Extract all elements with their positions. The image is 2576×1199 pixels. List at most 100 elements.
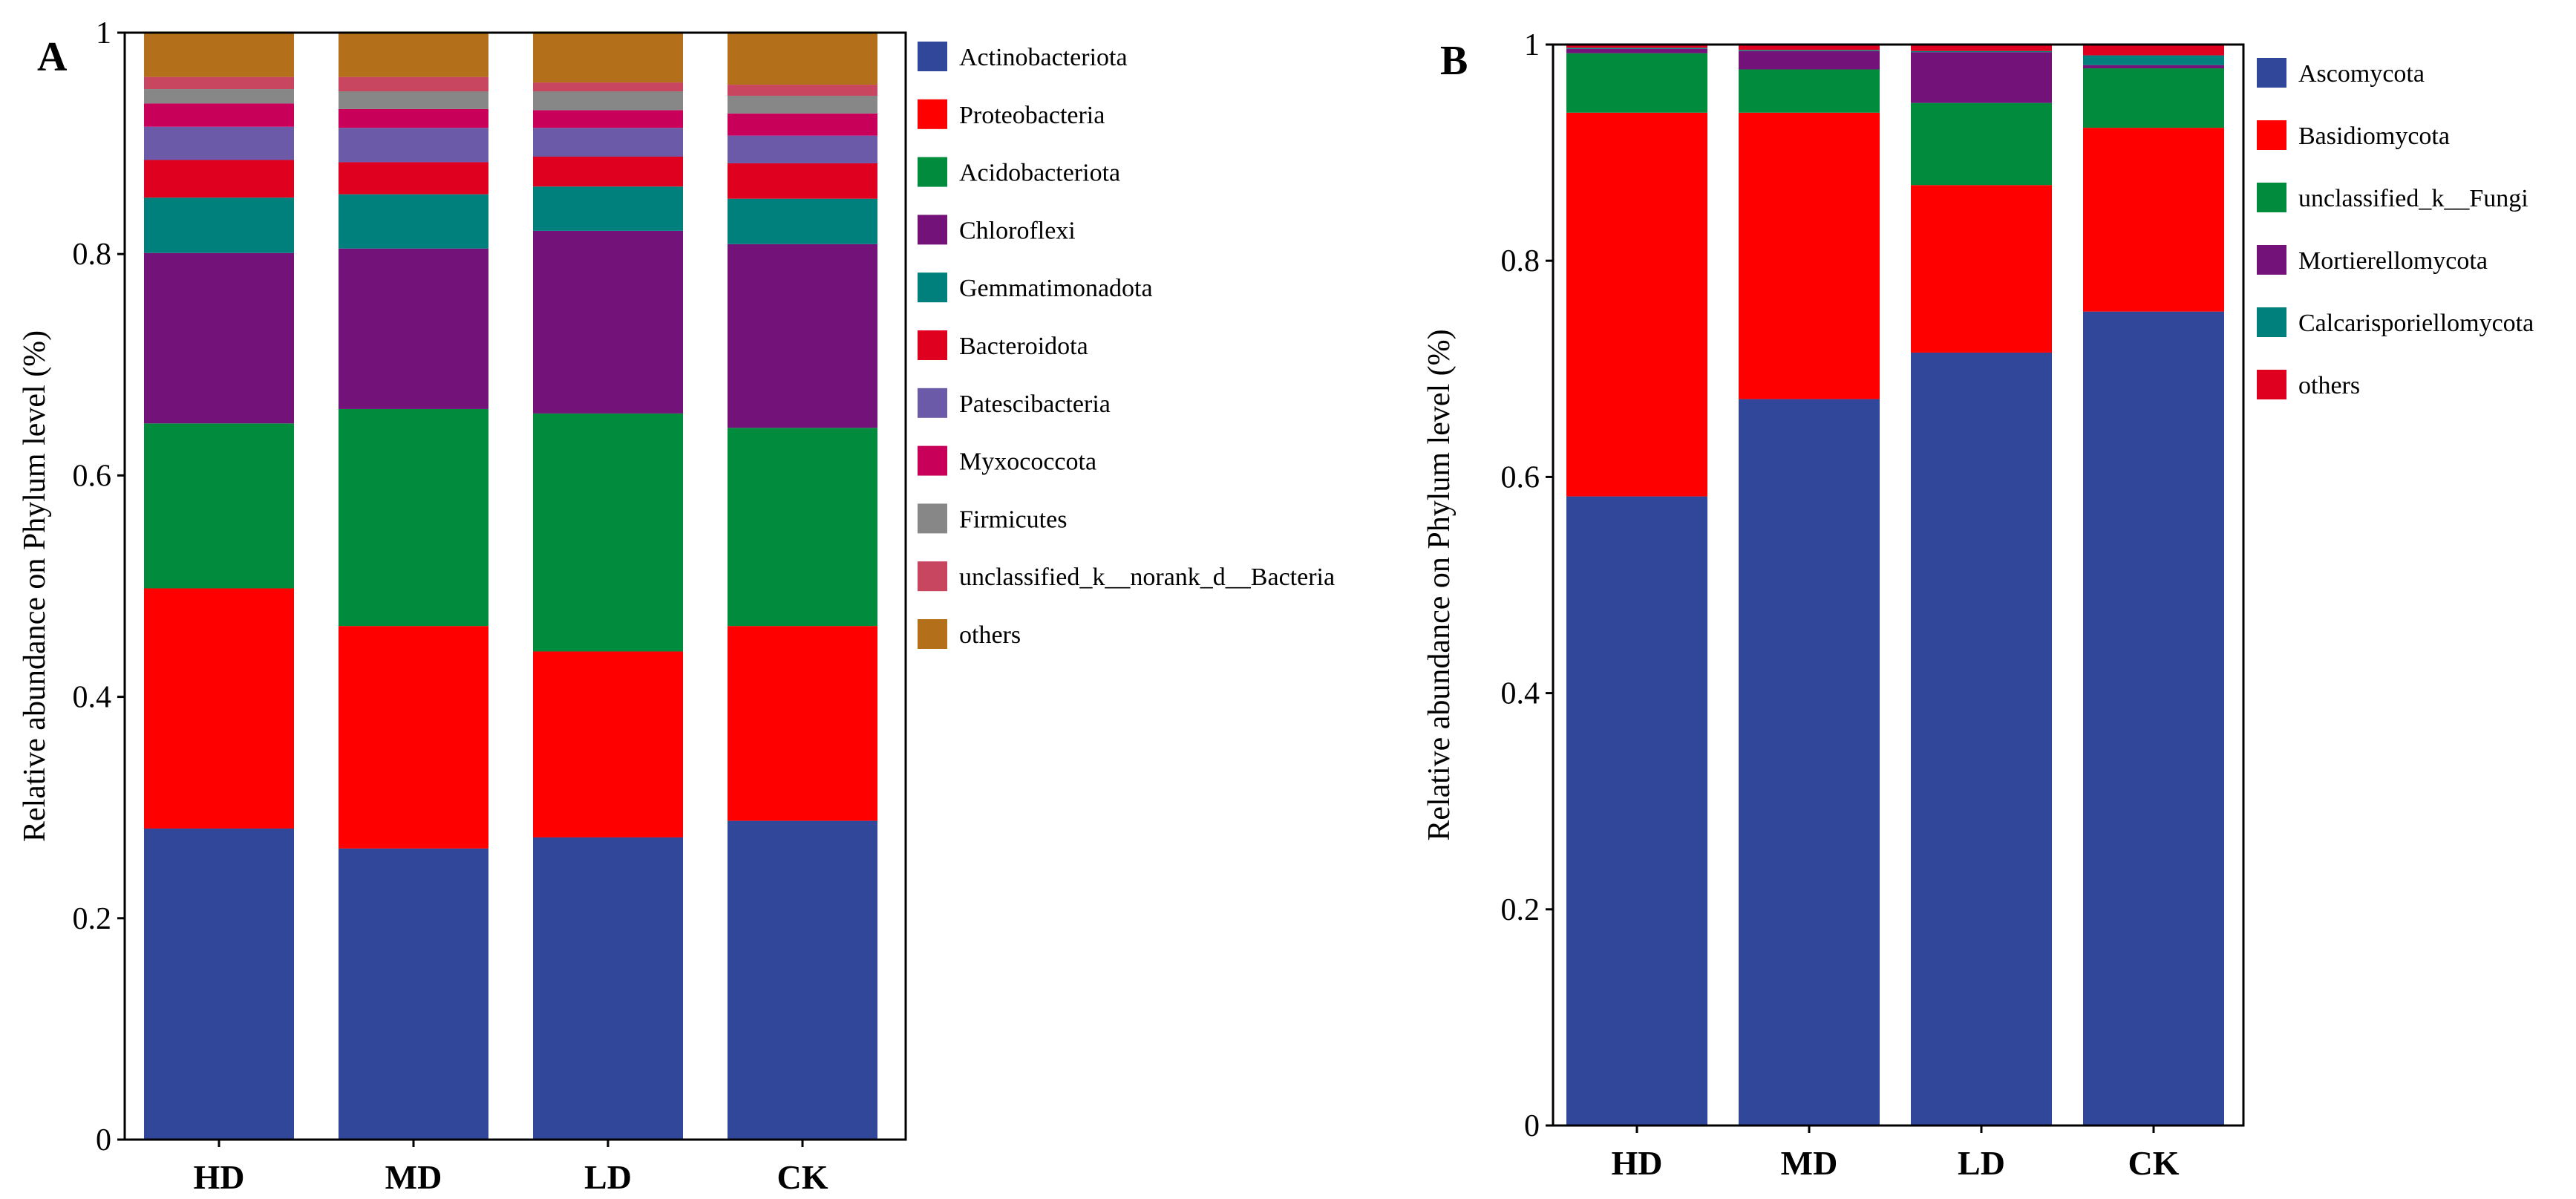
bar-segment-md-8 (339, 108, 488, 128)
bar-segment-hd-8 (144, 103, 294, 127)
bar-segment-ld-10 (533, 82, 683, 92)
bar-segment-ck-7 (728, 135, 877, 163)
y-tick-label: 0.2 (73, 902, 112, 936)
bar-segment-ck-4 (728, 244, 877, 428)
legend-label: Gemmatimonadota (959, 275, 1153, 302)
x-tick-label-ld: LD (584, 1158, 632, 1196)
legend-swatch (918, 42, 947, 71)
bar-segment-ck-1 (728, 820, 877, 1140)
bar-segment-ld-5 (1911, 50, 2052, 53)
bar-segment-hd-4 (144, 252, 294, 424)
legend-swatch (918, 272, 947, 303)
y-tick-label: 0 (96, 1123, 111, 1157)
y-tick-label: 0.8 (73, 238, 112, 272)
x-tick-label-ck: CK (2128, 1144, 2180, 1182)
bar-segment-ld-6 (533, 156, 683, 187)
y-tick-label: 0.4 (1501, 677, 1540, 711)
legend-swatch (2257, 120, 2286, 150)
bar-segment-ld-1 (1911, 352, 2052, 1126)
legend-label: Myxococcota (959, 448, 1096, 476)
legend-swatch (2257, 370, 2286, 399)
legend-label: Calcarisporiellomycota (2298, 310, 2534, 337)
bar-segment-md-3 (1739, 69, 1880, 113)
bar-segment-ck-6 (2083, 45, 2224, 56)
bar-segment-hd-6 (144, 160, 294, 198)
legend-label: Firmicutes (959, 506, 1067, 533)
bar-segment-ck-5 (2083, 55, 2224, 65)
y-axis-title: Relative abundance on Phylum level (%) (18, 330, 52, 842)
bar-segment-md-6 (1739, 45, 1880, 50)
bar-segment-ld-3 (533, 413, 683, 652)
y-tick-label: 1 (1524, 28, 1540, 62)
legend-swatch (2257, 307, 2286, 337)
bar-segment-ck-2 (728, 626, 877, 821)
y-tick-label: 0.6 (73, 459, 112, 493)
y-axis-title: Relative abundance on Phylum level (%) (1422, 329, 1457, 840)
bar-segment-ld-6 (1911, 45, 2052, 51)
legend-label: others (2298, 372, 2360, 399)
legend-swatch (918, 619, 947, 649)
bar-segment-hd-4 (1566, 48, 1707, 53)
bar-segment-ld-4 (533, 230, 683, 414)
legend-swatch (2257, 183, 2286, 212)
bar-segment-md-6 (339, 162, 488, 195)
legend-label: Proteobacteria (959, 102, 1105, 129)
y-tick-label: 0.4 (73, 681, 112, 715)
bar-segment-hd-2 (144, 588, 294, 829)
x-tick-label-md: MD (385, 1158, 442, 1196)
bar-segment-ld-3 (1911, 102, 2052, 186)
bar-segment-md-10 (339, 76, 488, 92)
legend-label: Ascomycota (2298, 60, 2425, 88)
bar-segment-ld-2 (1911, 185, 2052, 353)
bar-segment-hd-3 (1566, 53, 1707, 113)
bar-segment-ld-7 (533, 128, 683, 157)
legend-label: Acidobacteriota (959, 160, 1120, 187)
legend-label: unclassified_k__Fungi (2298, 185, 2528, 212)
bar-segment-ck-6 (728, 163, 877, 199)
legend-swatch (918, 99, 947, 129)
legend-label: unclassified_k__norank_d__Bacteria (959, 563, 1335, 591)
legend-swatch (918, 388, 947, 418)
panel-label: A (37, 34, 68, 80)
bar-segment-hd-6 (1566, 45, 1707, 48)
bar-segment-ck-11 (728, 33, 877, 85)
bar-segment-ld-1 (533, 837, 683, 1140)
bar-segment-ck-5 (728, 198, 877, 244)
bar-segment-md-11 (339, 33, 488, 77)
legend-swatch (918, 157, 947, 187)
legend-swatch (918, 330, 947, 360)
legend-label: Patescibacteria (959, 391, 1111, 418)
legend-label: others (959, 621, 1021, 649)
bar-segment-md-2 (1739, 112, 1880, 399)
legend-label: Chloroflexi (959, 217, 1076, 244)
panel-label: B (1440, 38, 1468, 84)
bar-segment-ld-11 (533, 33, 683, 83)
bar-segment-hd-5 (144, 197, 294, 253)
panel-a-bacteria-chart: HD MD LD CK 0 0.2 0.4 0.6 0.8 1 Relative abundance… (18, 16, 1335, 1196)
x-tick-label-ck: CK (777, 1158, 828, 1196)
bar-segment-md-7 (339, 128, 488, 163)
y-tick-label: 0.6 (1501, 460, 1540, 494)
bar-segment-ck-2 (2083, 128, 2224, 312)
bar-segment-ck-10 (728, 85, 877, 96)
bar-segment-ck-8 (728, 113, 877, 136)
legend-swatch (918, 561, 947, 592)
bar-segment-ck-9 (728, 95, 877, 114)
legend-label: Basidiomycota (2298, 122, 2450, 150)
bar-segment-ld-2 (533, 651, 683, 837)
legend-label: Actinobacteriota (959, 44, 1128, 71)
bar-segment-md-2 (339, 626, 488, 849)
bar-segment-ld-4 (1911, 52, 2052, 103)
bar-segment-hd-1 (144, 829, 294, 1140)
bar-segment-hd-11 (144, 33, 294, 77)
bar-segment-md-3 (339, 408, 488, 627)
legend: Actinobacteriota Proteobacteria Acidobacte… (918, 42, 1335, 649)
y-tick-label: 0.8 (1501, 244, 1540, 278)
legend-swatch (918, 215, 947, 245)
bar-segment-ld-5 (533, 186, 683, 231)
legend-swatch (918, 503, 947, 534)
legend-label: Mortierellomycota (2298, 247, 2488, 275)
bar-segment-ld-8 (533, 110, 683, 128)
bar-segment-md-4 (339, 248, 488, 409)
bar-segment-ck-4 (2083, 65, 2224, 69)
